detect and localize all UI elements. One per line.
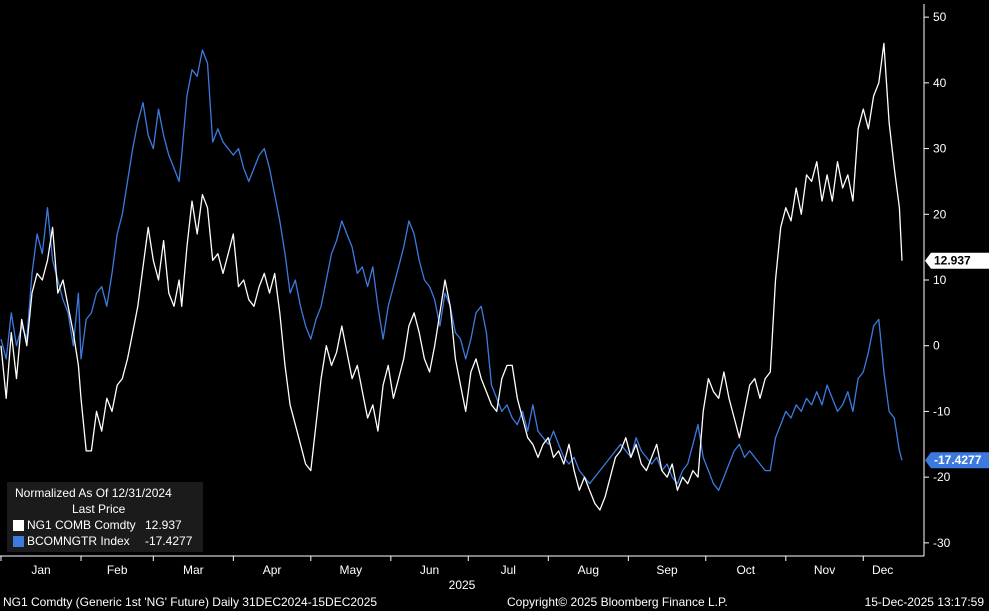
x-tick-label: Jan [31, 563, 50, 577]
legend-swatch-ng1 [13, 519, 24, 531]
legend-last-price-header: Last Price [72, 502, 126, 516]
last-value-tag-ng1: 12.937 [925, 252, 989, 269]
y-tick-label: 40 [933, 76, 947, 90]
footer-security-description: NG1 Comdty (Generic 1st 'NG' Future) Dai… [3, 595, 378, 609]
y-axis: 50 40 30 20 10 0 -10 -20 -30 [924, 10, 951, 550]
legend-title: Normalized As Of 12/31/2024 [15, 486, 172, 500]
series-line-ng1 [0, 42, 903, 511]
x-tick-label: Jun [420, 563, 439, 577]
footer-copyright: Copyright© 2025 Bloomberg Finance L.P. [507, 595, 728, 609]
y-tick-label: 20 [933, 207, 947, 221]
x-tick-label: Apr [263, 563, 282, 577]
series-layer [0, 42, 903, 511]
y-tick-label: 10 [933, 273, 947, 287]
x-tick-label: Mar [183, 563, 204, 577]
y-tick-label: -20 [933, 470, 951, 484]
x-tick-label: Nov [814, 563, 835, 577]
y-tick-label: 30 [933, 142, 947, 156]
year-label: 2025 [449, 578, 476, 592]
legend-value-ng1: 12.937 [145, 518, 182, 532]
x-tick-label: May [339, 563, 362, 577]
x-tick-label: Aug [578, 563, 599, 577]
legend-row-ng1: NG1 COMB Comdty 12.937 [7, 517, 203, 533]
y-tick-label: -30 [933, 536, 951, 550]
x-tick-label: Dec [872, 563, 893, 577]
last-value-tag-bcomngtr: -17.4277 [925, 452, 989, 469]
footer-timestamp: 15-Dec-2025 13:17:59 [864, 595, 984, 609]
x-tick-label: Sep [656, 563, 678, 577]
y-tick-label: -10 [933, 404, 951, 418]
x-tick-label: Feb [107, 563, 128, 577]
y-tick-label: 50 [933, 10, 947, 24]
legend: Normalized As Of 12/31/2024 Last Price N… [7, 482, 203, 552]
last-value-tags: 12.937 -17.4277 [925, 252, 989, 469]
last-value-tag-label: 12.937 [934, 254, 971, 268]
y-tick-label: 0 [933, 339, 940, 353]
legend-name-ng1: NG1 COMB Comdty [27, 518, 136, 532]
footer: NG1 Comdty (Generic 1st 'NG' Future) Dai… [0, 592, 989, 611]
legend-row-bcomngtr: BCOMNGTR Index -17.4277 [7, 533, 203, 549]
x-axis: Jan Feb Mar Apr May Jun Jul Aug Sep Oct Nov Dec [0, 556, 893, 577]
last-value-tag-bg [925, 252, 989, 269]
legend-value-bcomngtr: -17.4277 [145, 534, 193, 548]
series-line-bcomngtr [0, 49, 903, 491]
x-tick-label: Jul [501, 563, 516, 577]
legend-name-bcomngtr: BCOMNGTR Index [27, 534, 130, 548]
last-value-tag-bg [925, 452, 989, 469]
plot-frame [0, 4, 925, 557]
x-tick-label: Oct [736, 563, 755, 577]
legend-swatch-bcomngtr [13, 535, 24, 547]
last-value-tag-label: -17.4277 [934, 453, 982, 467]
